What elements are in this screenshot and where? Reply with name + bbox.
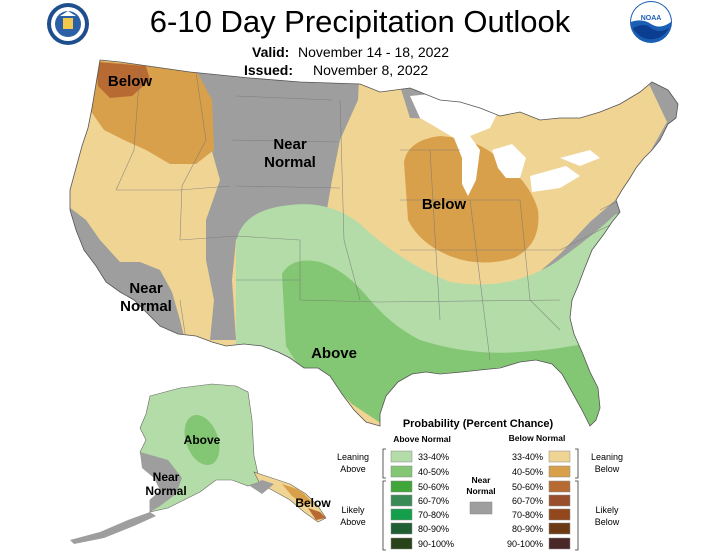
legend-above-range-5: 70-80% xyxy=(418,510,449,520)
alaska-panhandle-below-50-60 xyxy=(308,508,326,520)
legend-leaning-above-1: Leaning xyxy=(337,452,369,462)
conus-outline xyxy=(69,59,679,427)
alaska-map xyxy=(70,383,327,544)
legend-leaning-above-2: Above xyxy=(340,464,366,474)
label-below-midwest: Below xyxy=(422,196,467,213)
conus-map xyxy=(70,60,678,426)
swatch-below-90-100 xyxy=(548,537,571,550)
label-above-south: Above xyxy=(311,345,357,362)
swatch-above-90-100 xyxy=(390,537,413,550)
swatch-above-50-60 xyxy=(390,480,413,493)
legend-above-range-7: 90-100% xyxy=(418,539,454,549)
legend-title: Probability (Percent Chance) xyxy=(403,418,554,430)
issued-date: November 8, 2022 xyxy=(313,62,429,78)
above-region-40-50 xyxy=(282,260,610,426)
alaska-region-near-normal xyxy=(140,452,182,512)
legend-above-range-6: 80-90% xyxy=(418,524,449,534)
legend-leaning-below-1: Leaning xyxy=(591,452,623,462)
legend-likely-above-1: Likely xyxy=(341,505,365,515)
swatch-below-70-80 xyxy=(548,508,571,521)
doc-seal-icon xyxy=(47,3,89,45)
legend-below-header: Below Normal xyxy=(509,433,566,443)
legend-above-header: Above Normal xyxy=(393,434,451,444)
legend: Probability (Percent Chance) Above Norma… xyxy=(337,418,623,551)
label-below-northwest: Below xyxy=(108,73,153,90)
swatch-above-70-80 xyxy=(390,508,413,521)
swatch-below-50-60 xyxy=(548,480,571,493)
legend-below-swatches xyxy=(548,450,571,550)
legend-below-range-6: 80-90% xyxy=(512,524,543,534)
legend-above-swatches xyxy=(390,450,413,550)
legend-below-range-3: 50-60% xyxy=(512,482,543,492)
label-below-se-alaska: Below xyxy=(295,496,331,510)
label-near-normal-southwest-1: Near xyxy=(129,280,163,297)
legend-above-range-1: 33-40% xyxy=(418,452,449,462)
swatch-near-normal xyxy=(469,501,493,515)
legend-near-normal-2: Normal xyxy=(466,486,495,496)
legend-below-range-4: 60-70% xyxy=(512,496,543,506)
alaska-region-above-40-50 xyxy=(184,414,220,466)
legend-likely-above-2: Above xyxy=(340,517,366,527)
label-near-normal-alaska-1: Near xyxy=(153,470,180,484)
swatch-above-60-70 xyxy=(390,494,413,507)
legend-below-range-5: 70-80% xyxy=(512,510,543,520)
alaska-panhandle-below-40-50 xyxy=(282,484,312,506)
legend-above-range-2: 40-50% xyxy=(418,467,449,477)
near-normal-region-north xyxy=(190,60,360,340)
legend-above-range-3: 50-60% xyxy=(418,482,449,492)
swatch-above-40-50 xyxy=(390,465,413,478)
legend-likely-below-2: Below xyxy=(595,517,620,527)
below-region-northwest-50-60 xyxy=(96,62,150,98)
page-title: 6-10 Day Precipitation Outlook xyxy=(149,4,571,39)
label-above-alaska: Above xyxy=(184,433,221,447)
label-near-normal-north-1: Near xyxy=(273,136,307,153)
svg-text:NOAA: NOAA xyxy=(641,15,662,22)
legend-below-range-1: 33-40% xyxy=(512,452,543,462)
alaska-panhandle-near-normal xyxy=(250,480,274,494)
valid-label: Valid: xyxy=(252,44,290,60)
great-lakes xyxy=(410,92,500,196)
swatch-below-40-50 xyxy=(548,465,571,478)
legend-near-normal-1: Near xyxy=(472,475,492,485)
issued-label: Issued: xyxy=(244,62,294,78)
label-near-normal-southwest-2: Normal xyxy=(120,298,172,315)
near-normal-region-northeast xyxy=(648,82,678,124)
legend-leaning-below-2: Below xyxy=(595,464,620,474)
label-near-normal-alaska-2: Normal xyxy=(145,484,186,498)
noaa-logo-icon: NOAA xyxy=(630,1,672,43)
near-normal-region-southwest xyxy=(70,200,186,345)
legend-below-range-7: 90-100% xyxy=(507,539,543,549)
alaska-region-near-normal-aleutians xyxy=(70,512,156,544)
swatch-below-33-40 xyxy=(548,450,571,463)
swatch-below-80-90 xyxy=(548,522,571,535)
swatch-below-60-70 xyxy=(548,494,571,507)
legend-above-range-4: 60-70% xyxy=(418,496,449,506)
swatch-above-80-90 xyxy=(390,522,413,535)
legend-below-range-2: 40-50% xyxy=(512,467,543,477)
label-near-normal-north-2: Normal xyxy=(264,154,316,171)
valid-dates: November 14 - 18, 2022 xyxy=(298,44,449,60)
legend-likely-below-1: Likely xyxy=(595,505,619,515)
swatch-above-33-40 xyxy=(390,450,413,463)
